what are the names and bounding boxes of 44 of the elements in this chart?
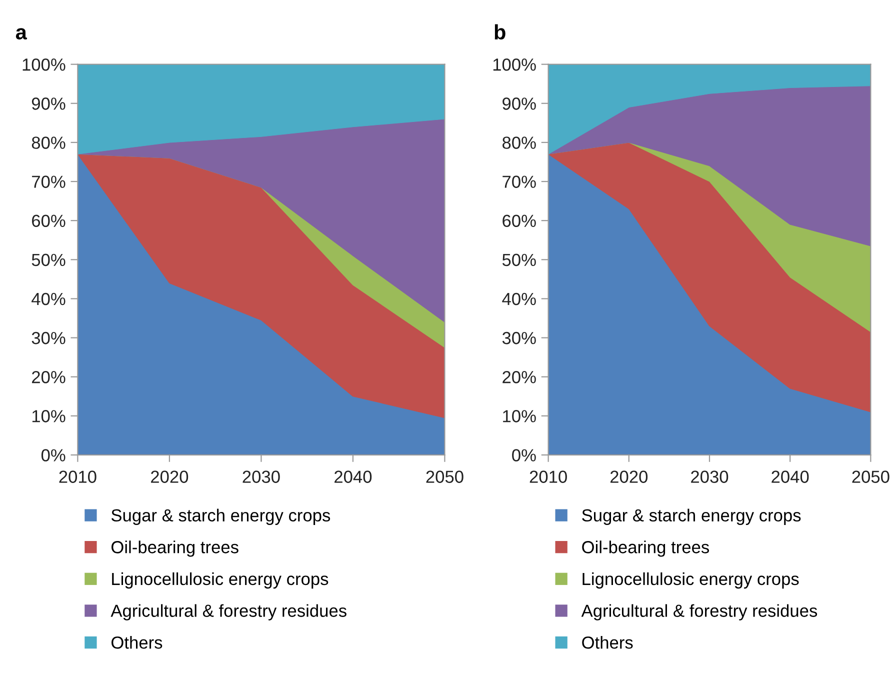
y-tick-label: 90% <box>502 98 536 110</box>
x-tick-label: 2010 <box>59 470 96 483</box>
y-tick-label: 100% <box>22 58 66 71</box>
legend-label: Oil-bearing trees <box>582 540 709 557</box>
legend-label: Others <box>582 636 633 649</box>
y-tick-label: 80% <box>502 136 536 149</box>
legend-label: Lignocellulosic energy crops <box>582 572 799 589</box>
x-tick-label: 2020 <box>610 470 648 483</box>
x-tick-label: 2040 <box>334 470 372 483</box>
y-tick-label: 0% <box>512 449 536 462</box>
y-tick-label: 30% <box>32 332 66 344</box>
chart-title: a <box>16 28 28 40</box>
x-tick-label: 2030 <box>242 470 280 483</box>
legend-label: Agricultural & forestry residues <box>581 604 818 620</box>
y-tick-label: 60% <box>32 214 66 228</box>
y-tick-label: 10% <box>32 410 66 422</box>
y-tick-label: 100% <box>493 58 536 71</box>
y-tick-label: 20% <box>502 370 536 384</box>
y-tick-label: 10% <box>503 410 536 422</box>
y-tick-label: 70% <box>32 176 66 188</box>
y-tick-label: 90% <box>32 98 66 110</box>
y-tick-label: 70% <box>502 176 536 188</box>
chart-title: b <box>494 24 506 40</box>
y-tick-label: 50% <box>502 254 536 266</box>
legend-label: Sugar & starch energy crops <box>582 508 801 525</box>
y-tick-label: 30% <box>502 332 536 344</box>
x-tick-label: 2040 <box>772 470 809 483</box>
x-tick-label: 2020 <box>151 470 188 483</box>
legend-label: Agricultural & forestry residues <box>110 604 346 620</box>
legend-label: Sugar & starch energy crops <box>111 508 330 525</box>
y-tick-label: 40% <box>502 292 536 306</box>
x-tick-label: 2050 <box>426 470 464 483</box>
x-tick-label: 2050 <box>852 470 890 483</box>
legend-label: Lignocellulosic energy crops <box>112 572 328 589</box>
legend-label: Oil-bearing trees <box>112 540 238 557</box>
x-tick-label: 2030 <box>691 470 728 483</box>
y-tick-label: 20% <box>32 370 66 384</box>
y-tick-label: 80% <box>32 136 66 149</box>
y-tick-label: 60% <box>502 214 536 228</box>
y-tick-label: 50% <box>32 254 66 266</box>
y-tick-label: 0% <box>41 449 66 462</box>
x-tick-label: 2010 <box>530 470 567 483</box>
legend-label: Others <box>112 636 162 649</box>
y-tick-label: 40% <box>32 292 66 306</box>
